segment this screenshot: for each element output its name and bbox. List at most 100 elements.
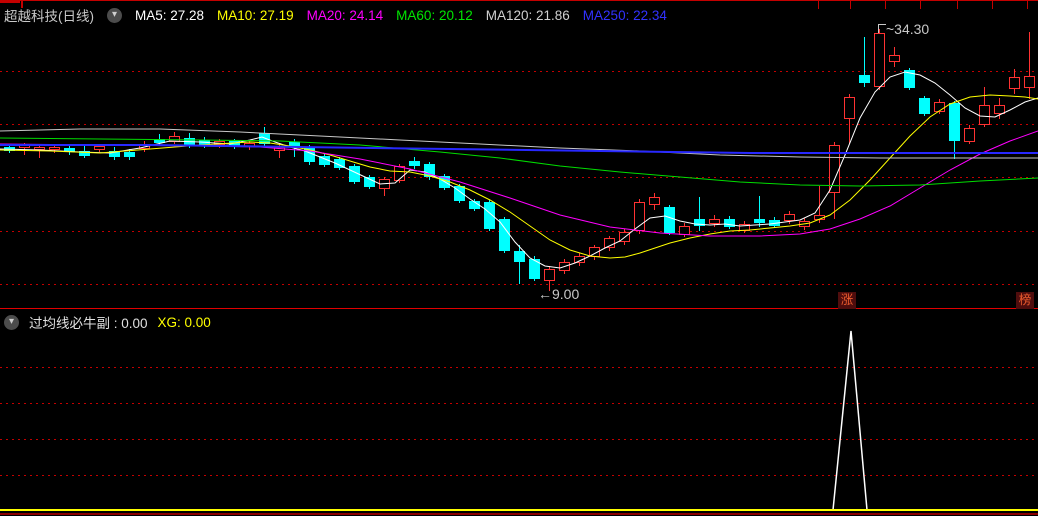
series-line-MA250 [0, 144, 1038, 154]
high-pointer-icon [878, 24, 886, 33]
price-gridline [0, 475, 1038, 476]
ma10-legend: MA10: 27.19 [217, 7, 294, 23]
price-gridline [0, 367, 1038, 368]
candle-body [64, 148, 75, 152]
bang-button[interactable]: 榜 [1016, 292, 1034, 309]
candle-wick [819, 186, 820, 223]
candle-body [49, 147, 60, 150]
top-axis-tick [1027, 0, 1028, 9]
candle-wick [279, 144, 280, 158]
candle-body [1009, 77, 1020, 89]
low-price-annotation: ←9.00 [538, 286, 580, 302]
candle-body [424, 164, 435, 177]
candle-body [694, 219, 705, 226]
sub-indicator-xg-label: XG: 0.00 [157, 314, 211, 330]
ma120-legend: MA120: 21.86 [485, 7, 570, 23]
price-gridline [0, 124, 1038, 125]
candle-body [844, 97, 855, 119]
candle-body [154, 139, 165, 143]
candle-body [124, 152, 135, 157]
candle-body [409, 161, 420, 166]
price-gridline [0, 284, 1038, 285]
zhang-button[interactable]: 涨 [838, 292, 856, 309]
series-line-MA20 [0, 130, 1038, 237]
top-axis-tick [957, 0, 958, 9]
candle-body [649, 197, 660, 205]
sub-indicator-header: ▾ 过均线必牛副 : 0.00 XG: 0.00 [4, 312, 211, 332]
candle-body [544, 269, 555, 281]
candle-body [604, 238, 615, 248]
ma60-legend: MA60: 20.12 [396, 7, 473, 23]
candle-body [904, 70, 915, 88]
candle-body [364, 177, 375, 187]
candle-wick [864, 37, 865, 87]
candle-body [949, 103, 960, 141]
candle-body [334, 159, 345, 168]
high-price-annotation: ~34.30 [886, 21, 930, 37]
candle-wick [759, 196, 760, 227]
window-corner-tick [21, 0, 23, 8]
candle-body [454, 186, 465, 201]
top-axis-tick [850, 0, 851, 9]
candle-body [259, 133, 270, 144]
candle-body [1024, 76, 1035, 88]
candle-body [919, 98, 930, 114]
candle-wick [849, 94, 850, 144]
candle-body [664, 207, 675, 233]
candle-body [304, 147, 315, 162]
top-axis-tick [992, 0, 993, 9]
xg-baseline [0, 509, 1038, 511]
candle-body [574, 256, 585, 263]
top-axis-tick [920, 0, 921, 9]
candle-wick [699, 197, 700, 231]
symbol-title: 超越科技(日线) [4, 9, 94, 24]
ma5-legend: MA5: 27.28 [135, 7, 205, 23]
ma250-legend: MA250: 22.34 [582, 7, 667, 23]
candle-body [484, 202, 495, 229]
candle-body [874, 33, 885, 87]
price-gridline [0, 403, 1038, 404]
candle-body [724, 219, 735, 227]
window-corner-mark [0, 0, 20, 3]
series-line-MA120 [0, 128, 1038, 159]
chevron-down-circle-icon[interactable]: ▾ [107, 7, 122, 23]
candle-body [289, 142, 300, 146]
candle-wick [1029, 32, 1030, 99]
main-chart-header: 超越科技(日线) ▾ MA5: 27.28 MA10: 27.19 MA20: … [4, 5, 667, 25]
candle-body [499, 219, 510, 251]
chevron-down-circle-icon[interactable]: ▾ [4, 314, 19, 330]
series-line-过均线必牛副 [0, 330, 1038, 511]
window-top-border [0, 0, 1038, 1]
candle-body [979, 105, 990, 125]
price-gridline [0, 71, 1038, 72]
candle-body [79, 151, 90, 156]
price-gridline [0, 231, 1038, 232]
candle-body [529, 259, 540, 279]
candle-body [514, 251, 525, 262]
series-line-MA10 [0, 94, 1038, 259]
candle-body [889, 55, 900, 62]
candle-body [109, 151, 120, 157]
series-line-MA5 [0, 71, 1038, 269]
top-axis-tick [885, 0, 886, 9]
top-axis-tick [818, 0, 819, 9]
candle-body [319, 156, 330, 165]
candle-body [964, 128, 975, 142]
candle-body [994, 105, 1005, 114]
candle-body [469, 201, 480, 209]
candle-body [94, 146, 105, 150]
series-line-MA60 [0, 137, 1038, 187]
candle-body [709, 219, 720, 224]
panel-divider[interactable] [0, 308, 1038, 309]
candle-body [859, 75, 870, 83]
candle-body [349, 166, 360, 182]
sub-indicator-label: 过均线必牛副 : 0.00 [29, 316, 148, 331]
ma20-legend: MA20: 24.14 [306, 7, 384, 23]
candle-body [784, 214, 795, 221]
price-gridline [0, 439, 1038, 440]
candle-wick [24, 143, 25, 155]
candle-body [754, 219, 765, 223]
